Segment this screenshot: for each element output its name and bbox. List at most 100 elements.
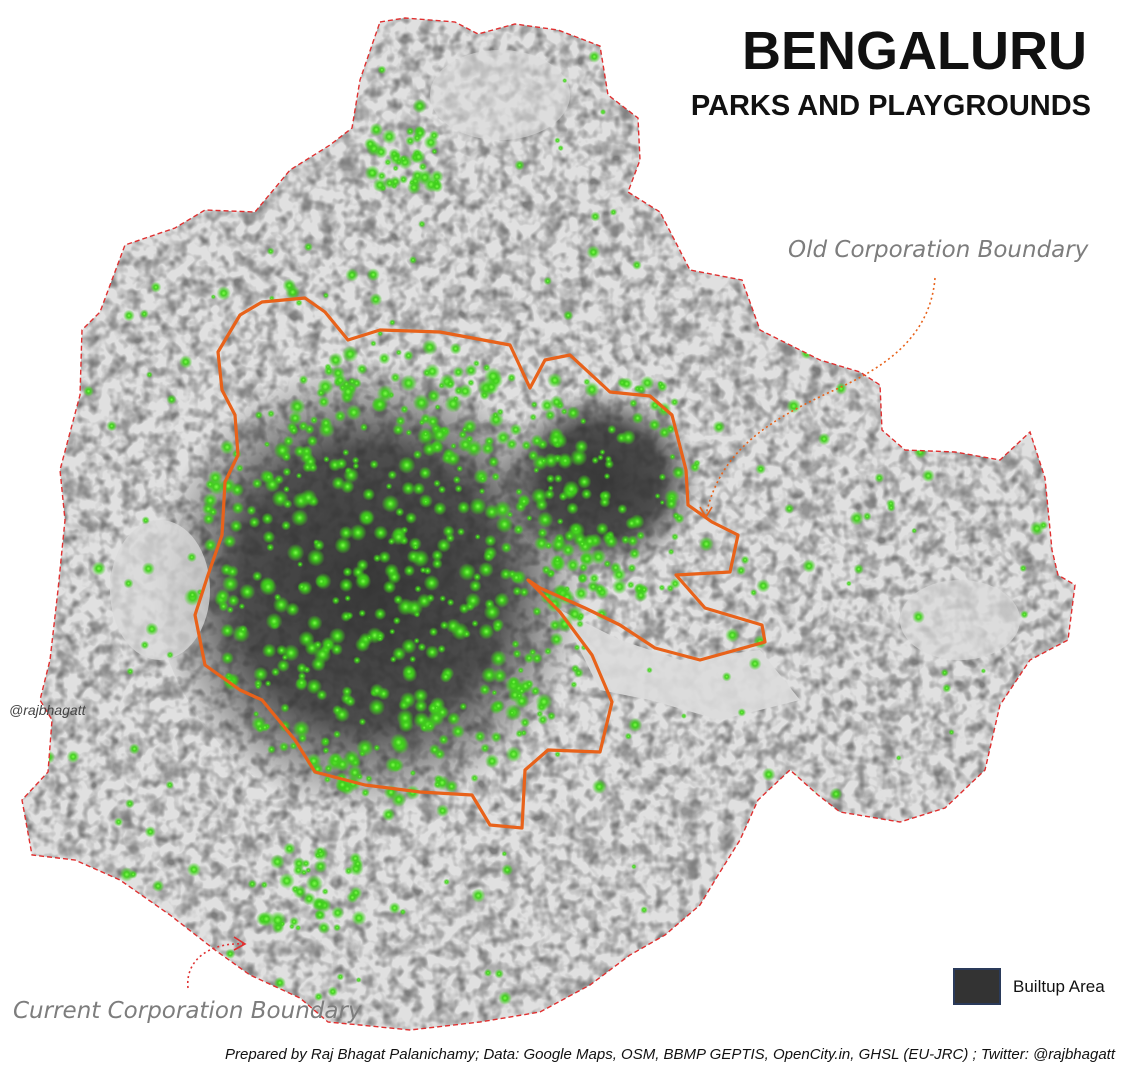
park-dot (262, 530, 276, 544)
park-dot (495, 430, 511, 445)
park-dot (452, 475, 461, 484)
park-dot (376, 635, 384, 642)
park-dot (526, 515, 533, 522)
park-dot (465, 435, 474, 444)
park-dot (434, 404, 441, 411)
park-dot (340, 383, 357, 400)
park-dot (354, 573, 372, 590)
park-dot (358, 609, 367, 617)
map-subtitle: PARKS AND PLAYGROUNDS (690, 90, 1091, 122)
park-dot (679, 924, 692, 936)
park-dot (469, 497, 487, 516)
park-dot (414, 585, 422, 593)
park-dot (640, 906, 648, 914)
park-dot (80, 218, 86, 224)
park-dot (377, 65, 387, 75)
park-dot (307, 462, 318, 473)
park-dot (932, 396, 942, 406)
park-dot (609, 561, 622, 574)
park-dot (369, 459, 379, 470)
current-corporation-boundary (21, 17, 1076, 1031)
park-dot (505, 746, 522, 763)
park-dot (385, 483, 393, 490)
park-dot (165, 780, 174, 790)
park-dot (514, 160, 525, 171)
park-dot (604, 455, 613, 463)
park-dot (431, 558, 443, 570)
park-dot (445, 533, 455, 543)
park-dot (406, 549, 421, 564)
park-dot (560, 407, 568, 416)
park-dot (288, 923, 295, 930)
park-dot (785, 122, 792, 129)
park-dot (361, 788, 370, 798)
park-dot (520, 729, 528, 737)
map-title: BENGALURU (742, 21, 1087, 81)
park-dot (458, 603, 470, 615)
park-dot (566, 606, 583, 623)
park-dot (750, 589, 758, 597)
park-dot (418, 220, 426, 228)
park-dot (226, 606, 234, 614)
park-dot (480, 441, 495, 456)
park-dot (251, 478, 263, 489)
park-dot (488, 411, 504, 428)
park-dot (579, 417, 587, 425)
park-dot (172, 924, 179, 932)
park-dot (506, 438, 518, 450)
park-dot (369, 122, 384, 137)
park-dot (599, 108, 607, 116)
park-dot (351, 910, 367, 926)
park-dot (479, 683, 491, 696)
park-dot (541, 565, 552, 575)
park-dot (315, 575, 328, 588)
park-dot (450, 442, 457, 450)
park-dot (247, 879, 257, 889)
park-dot (263, 441, 271, 448)
park-dot (846, 580, 852, 587)
park-dot (498, 991, 512, 1005)
park-dot (152, 879, 165, 893)
park-dot (449, 342, 462, 355)
park-dot (956, 813, 966, 823)
park-dot (654, 493, 661, 499)
park-dot (962, 357, 970, 365)
park-dot (282, 467, 292, 477)
park-dot (392, 165, 399, 172)
park-dot (413, 688, 429, 704)
park-dot (597, 454, 604, 461)
park-dot (546, 474, 555, 484)
park-dot (549, 395, 564, 409)
park-dot (756, 578, 771, 593)
park-dot (395, 415, 406, 427)
park-dot (874, 472, 885, 483)
park-dot (414, 699, 428, 713)
park-dot (832, 342, 843, 353)
park-dot (306, 678, 323, 695)
park-dot (336, 973, 345, 981)
park-dot (499, 567, 512, 581)
park-dot (381, 129, 397, 145)
park-dot (940, 668, 949, 677)
park-dot (781, 970, 796, 986)
park-dot (289, 425, 299, 436)
park-dot (313, 640, 323, 650)
park-dot (1001, 922, 1017, 938)
park-dot (484, 534, 497, 547)
park-dot (745, 1000, 756, 1011)
park-dot (413, 637, 420, 644)
park-dot (802, 559, 816, 573)
park-dot (331, 906, 345, 920)
park-dot (405, 512, 417, 524)
park-dot (500, 542, 512, 554)
park-dot (252, 710, 260, 718)
park-dot (202, 512, 215, 526)
park-dot (146, 371, 153, 379)
legend-builtup-label: Builtup Area (1013, 976, 1105, 996)
park-dot (474, 730, 486, 743)
park-dot (454, 484, 463, 493)
park-dot (227, 594, 240, 607)
park-dot (270, 667, 281, 677)
park-dot (816, 862, 823, 869)
park-dot (319, 416, 333, 430)
